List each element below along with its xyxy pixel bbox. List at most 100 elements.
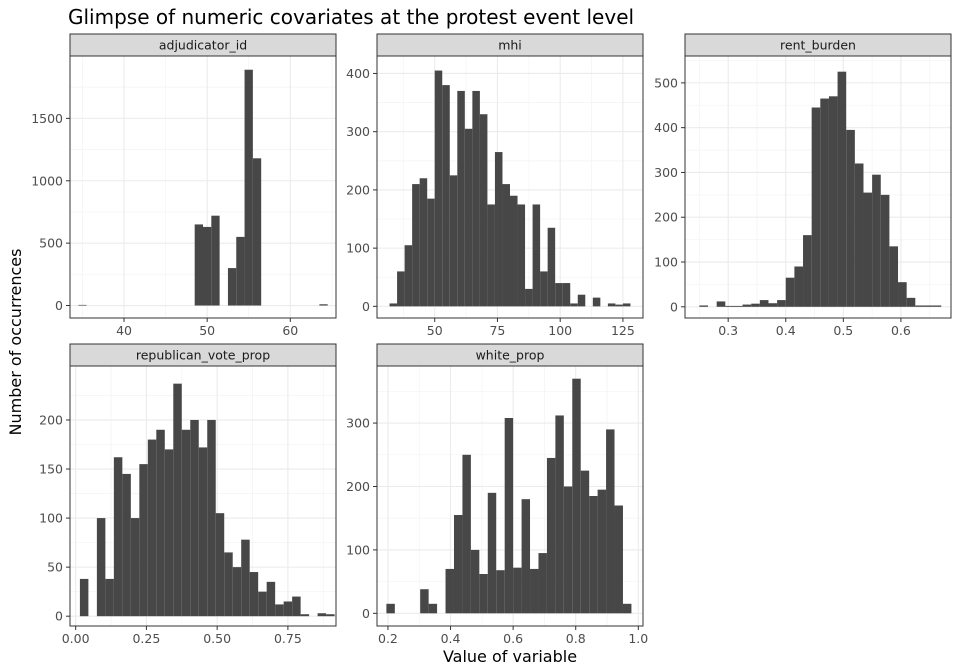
histogram-bar <box>139 464 148 617</box>
x-tick-label: 0.6 <box>503 631 523 646</box>
histogram-bar <box>547 227 556 307</box>
histogram-bar <box>479 114 488 307</box>
histogram-bar <box>130 518 140 617</box>
histogram-bar <box>427 198 435 307</box>
y-tick-label: 100 <box>39 511 63 526</box>
facet-strip <box>376 33 644 57</box>
histogram-bar <box>292 596 301 617</box>
histogram-bar <box>472 90 480 307</box>
histogram-bar <box>555 283 563 307</box>
histogram-bar <box>837 71 847 307</box>
histogram-bar <box>420 589 429 614</box>
histogram-bar <box>521 499 531 614</box>
x-tick-label: 50 <box>427 323 443 338</box>
histogram-bar <box>716 301 726 307</box>
histogram-bar <box>442 85 450 307</box>
facet-strip <box>684 33 952 57</box>
histogram-bar <box>872 174 881 307</box>
histogram-bar <box>181 429 191 617</box>
facet-strip <box>376 343 644 367</box>
histogram-bar <box>915 305 924 307</box>
histogram-bar <box>759 300 769 307</box>
histogram-bar <box>258 591 267 617</box>
x-tick-label: 50 <box>199 323 215 338</box>
histogram-bar <box>479 574 488 614</box>
histogram-bar <box>232 567 242 617</box>
y-tick-label: 150 <box>39 462 63 477</box>
histogram-bar <box>502 184 510 307</box>
histogram-bar <box>386 603 395 614</box>
y-tick-label: 50 <box>47 560 63 575</box>
histogram-bar <box>449 175 458 307</box>
histogram-bar <box>898 282 907 307</box>
histogram-bar <box>224 552 233 617</box>
histogram-bar <box>785 277 795 307</box>
histogram-bar <box>532 204 541 307</box>
y-tick-label: 400 <box>654 120 678 135</box>
histogram-bar <box>555 415 564 614</box>
histogram-bar <box>854 163 864 307</box>
histogram-bar <box>494 152 503 307</box>
facet-strip <box>69 33 337 57</box>
x-tick-label: 0.4 <box>441 631 461 646</box>
x-tick-label: 60 <box>282 323 298 338</box>
x-tick-label: 0.75 <box>274 631 302 646</box>
y-tick-label: 1500 <box>31 111 63 126</box>
histogram-bar <box>880 194 890 307</box>
histogram-bar <box>207 419 216 617</box>
histogram-bar <box>470 549 480 614</box>
histogram-bar <box>614 505 623 614</box>
y-tick-label: 200 <box>654 210 678 225</box>
x-tick-label: 0.6 <box>891 323 911 338</box>
histogram-bar <box>496 570 505 614</box>
x-tick-label: 0.5 <box>833 323 853 338</box>
histogram-bar <box>122 473 131 617</box>
histogram-bar <box>768 303 778 307</box>
histogram-bar <box>803 235 812 307</box>
x-tick-label: 75 <box>489 323 505 338</box>
histogram-bar <box>78 304 87 306</box>
histogram-bar <box>105 578 114 617</box>
histogram-bar <box>811 107 821 307</box>
histogram-bar <box>283 601 293 617</box>
y-axis-title: Number of occurrences <box>6 249 25 436</box>
histogram-bar <box>487 204 495 307</box>
histogram-bar <box>300 614 310 617</box>
x-axis-title: Value of variable <box>443 647 577 666</box>
histogram-bar <box>266 581 276 617</box>
x-tick-label: 125 <box>611 323 635 338</box>
histogram-bar <box>597 489 607 614</box>
y-tick-label: 200 <box>346 182 370 197</box>
histogram-bar <box>215 513 225 617</box>
histogram-bar <box>572 378 581 614</box>
y-tick-label: 0 <box>55 298 63 313</box>
y-tick-label: 400 <box>346 66 370 81</box>
facet-republican-vote-prop: republican_vote_prop 0.00 0.25 0.50 0.75 0 50 1… <box>39 343 337 646</box>
y-tick-label: 1000 <box>31 173 63 188</box>
histogram-bar <box>113 457 123 617</box>
histogram-bar <box>453 515 463 614</box>
histogram-bar <box>540 271 548 307</box>
x-tick-label: 0.00 <box>62 631 90 646</box>
facet-strip-label: republican_vote_prop <box>136 348 270 363</box>
histogram-bar <box>525 288 533 307</box>
histogram-bar <box>606 429 615 614</box>
histogram-bar <box>538 553 547 614</box>
histogram-bar <box>725 305 734 307</box>
y-tick-label: 100 <box>346 542 370 557</box>
x-tick-label: 0.2 <box>378 631 398 646</box>
y-tick-label: 0 <box>362 299 370 314</box>
histogram-bar <box>244 69 253 306</box>
y-tick-label: 0 <box>362 606 370 621</box>
histogram-bar <box>434 70 443 307</box>
histogram-bar <box>820 98 829 307</box>
facet-strip-label: mhi <box>498 38 522 53</box>
facet-adjudicator-id: adjudicator_id 40 50 60 0 500 1000 1500 <box>31 33 337 338</box>
facet-mhi: mhi 50 75 100 125 0 100 200 300 400 <box>346 33 644 338</box>
histogram-bar <box>562 283 571 307</box>
facet-strip-label: adjudicator_id <box>159 38 247 53</box>
histogram-bar <box>326 614 335 617</box>
x-tick-label: 0.25 <box>132 631 160 646</box>
